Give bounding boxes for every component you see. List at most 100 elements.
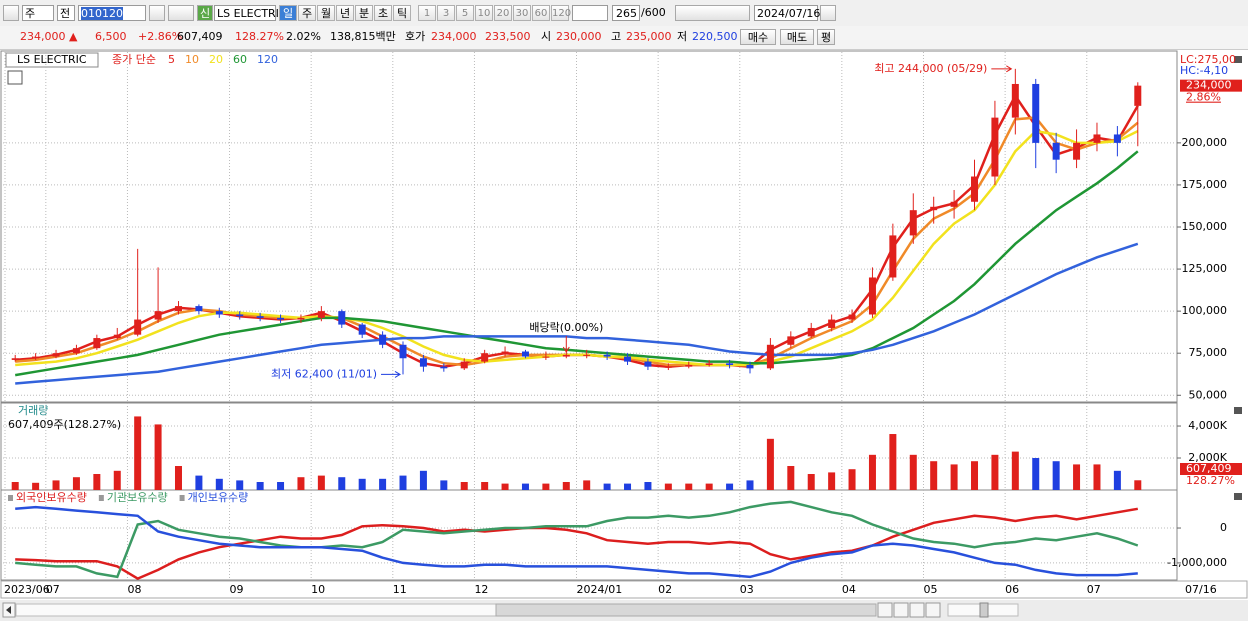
candle-body: [562, 354, 570, 357]
dividend-arrow: [562, 336, 570, 353]
interval-button[interactable]: 120: [551, 5, 571, 21]
high-arrow: [991, 65, 1013, 73]
candle-body: [256, 316, 264, 318]
interval-button[interactable]: 5: [456, 5, 474, 21]
panel-button[interactable]: [1234, 493, 1242, 500]
candle-body: [236, 314, 244, 317]
candle-body: [991, 117, 999, 177]
period-button[interactable]: 월: [317, 5, 335, 21]
count-input[interactable]: 265: [612, 5, 640, 21]
candle-body: [460, 361, 468, 369]
zoom-thumb[interactable]: [979, 602, 989, 618]
interval-button[interactable]: 30: [513, 5, 531, 21]
ask: 234,000: [431, 30, 477, 43]
volume-bar: [154, 424, 162, 490]
volume-bar: [542, 483, 550, 490]
nav-button[interactable]: [925, 602, 941, 618]
interval-button[interactable]: 3: [437, 5, 455, 21]
bid-label: 호가: [405, 30, 426, 43]
volume-bar: [93, 474, 101, 490]
volume-bar: [971, 461, 979, 490]
interval-button[interactable]: 1: [418, 5, 436, 21]
code-input[interactable]: 010120: [78, 5, 146, 21]
nav-button[interactable]: [877, 602, 893, 618]
candle-body: [134, 319, 142, 335]
period-button[interactable]: 틱: [393, 5, 411, 21]
x-tick-label: 09: [230, 583, 244, 596]
volume-bar: [624, 483, 632, 490]
volume-bar: [909, 454, 917, 490]
candle-body: [72, 348, 80, 354]
x-tick-label: 04: [842, 583, 856, 596]
candle-body: [521, 351, 529, 357]
volume-bar: [32, 482, 40, 490]
panel-button[interactable]: [1234, 56, 1242, 63]
search-button[interactable]: [149, 5, 165, 21]
volume-subtitle: 607,409주(128.27%): [8, 418, 121, 431]
holding-line: [15, 507, 1139, 580]
volume-bar: [134, 416, 142, 490]
period-button[interactable]: 일: [279, 5, 297, 21]
volume-bar: [766, 438, 774, 490]
open-label: 시: [541, 30, 552, 43]
y-tick-label: 75,000: [1189, 346, 1228, 359]
prev-button[interactable]: 전: [57, 5, 75, 21]
volume-bar: [317, 475, 325, 490]
x-tick-label: 03: [740, 583, 754, 596]
volume-bar: [215, 478, 223, 490]
candle-body: [726, 363, 734, 365]
volume-bar: [11, 482, 19, 490]
menu-icon[interactable]: [3, 5, 19, 21]
period-button[interactable]: 분: [355, 5, 373, 21]
x-axis-row: [0, 580, 1248, 599]
candle-body: [317, 311, 325, 318]
interval-button[interactable]: 20: [494, 5, 512, 21]
avg-button[interactable]: 평: [817, 29, 835, 45]
y-tick-label: 175,000: [1182, 178, 1228, 191]
legend-entry: 5: [168, 53, 175, 66]
table-icon[interactable]: [7, 70, 23, 85]
blank-select[interactable]: [572, 5, 608, 21]
arrow-icon: [6, 606, 11, 614]
tool-icons[interactable]: [1030, 603, 1240, 617]
x-tick-label: 08: [127, 583, 141, 596]
period-button[interactable]: 년: [336, 5, 354, 21]
nav-button[interactable]: [909, 602, 925, 618]
x-tick-label: 10: [311, 583, 325, 596]
volume-bar: [195, 475, 203, 490]
x-tick-label: 12: [474, 583, 488, 596]
candle-body: [52, 353, 60, 357]
y-tick-label: 50,000: [1189, 388, 1228, 401]
change-rate: +2.86%: [138, 30, 183, 43]
interval-button[interactable]: 60: [532, 5, 550, 21]
date-input[interactable]: 2024/07/16: [754, 5, 820, 21]
x-tick-label: 05: [923, 583, 937, 596]
scroll-thumb[interactable]: [495, 603, 877, 617]
interval-buttons: 1 3 5 10 20 30 60 120: [418, 5, 571, 21]
candle-body: [1052, 142, 1060, 160]
holding-line: [15, 505, 1138, 579]
period-button[interactable]: 주: [298, 5, 316, 21]
sell-button[interactable]: 매도: [780, 29, 814, 45]
candle-body: [93, 338, 101, 349]
sound-button[interactable]: [168, 5, 194, 21]
calendar-button[interactable]: [820, 5, 836, 21]
market-select[interactable]: 주: [22, 5, 54, 21]
y-tick-label: -1,000,000: [1167, 556, 1227, 569]
interval-button[interactable]: 10: [475, 5, 493, 21]
holding-line: [15, 500, 1139, 579]
buy-button[interactable]: 매수: [740, 29, 776, 45]
period-button[interactable]: 초: [374, 5, 392, 21]
candle-body: [766, 344, 774, 369]
chart-title: LS ELECTRIC: [17, 53, 87, 66]
scroll-track[interactable]: [15, 603, 497, 617]
open: 230,000: [556, 30, 602, 43]
tool-buttons[interactable]: [675, 5, 750, 21]
nav-button[interactable]: [893, 602, 909, 618]
volume-bar: [113, 470, 121, 490]
panel-button[interactable]: [1234, 407, 1242, 414]
